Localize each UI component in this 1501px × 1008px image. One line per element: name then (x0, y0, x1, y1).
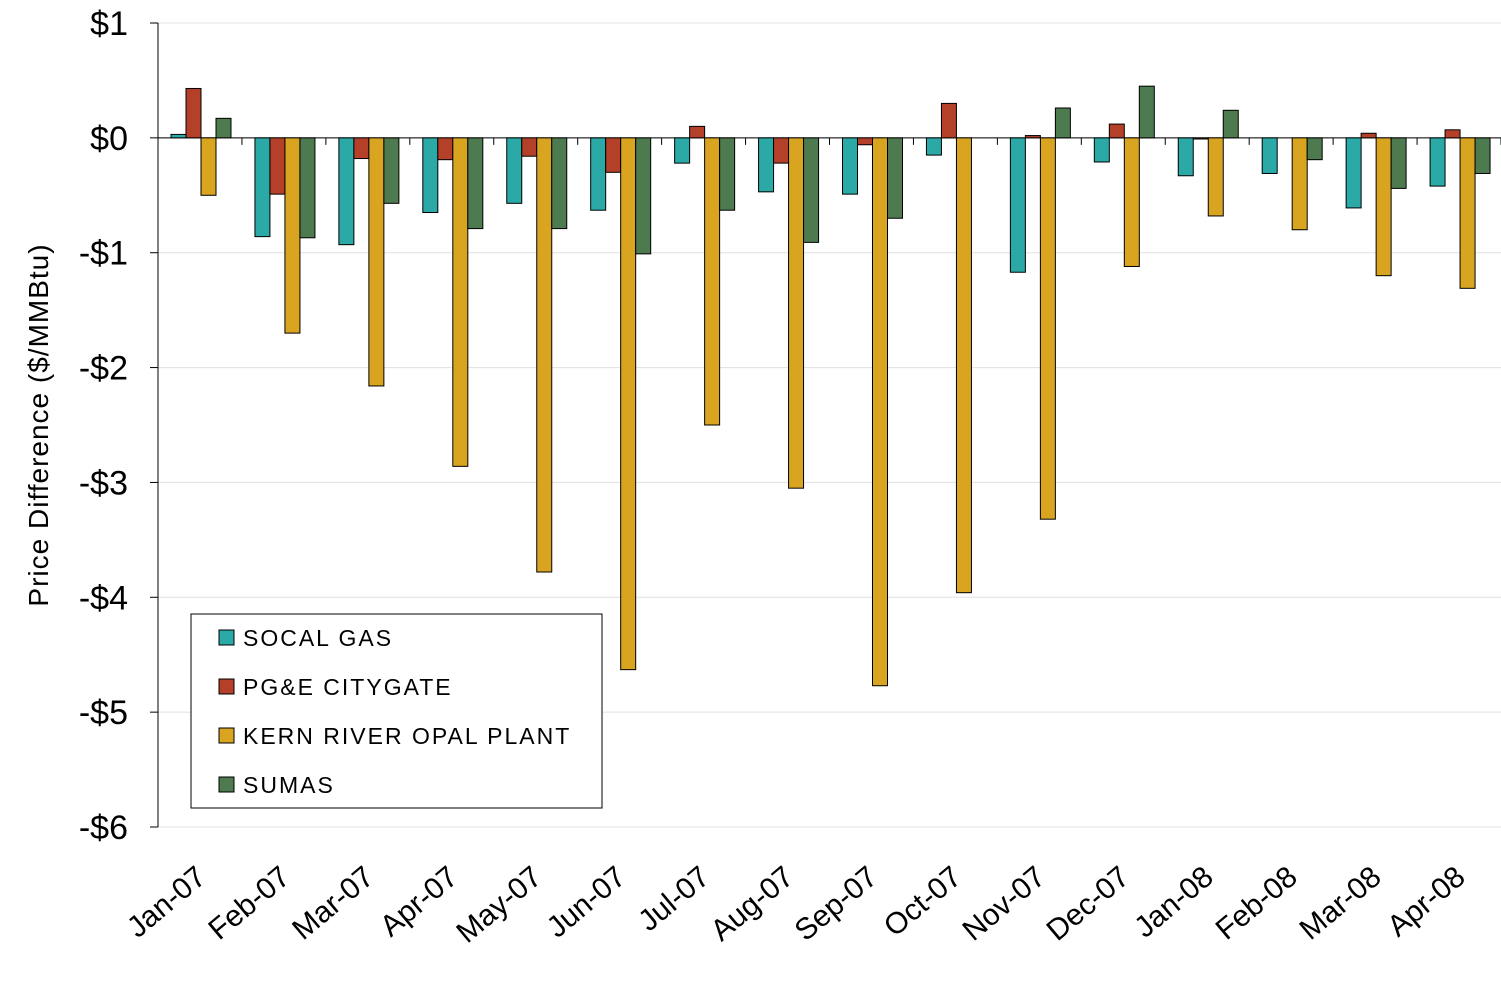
bar (842, 137, 858, 195)
x-tick-label: Mar-07 (286, 860, 380, 946)
x-tick-label: Apr-07 (374, 860, 464, 943)
y-tick-label: -$1 (79, 235, 128, 273)
bar (452, 137, 469, 467)
x-tick-label: Sep-07 (789, 860, 884, 947)
bar (1039, 137, 1056, 520)
bar (1093, 137, 1110, 163)
bar (857, 137, 873, 146)
bar (383, 137, 400, 204)
bar (1390, 137, 1407, 189)
bar (1261, 137, 1278, 174)
bar (299, 137, 316, 239)
legend-label: KERN RIVER OPAL PLANT (243, 723, 571, 749)
bar (437, 137, 454, 161)
x-tick-label: Mar-08 (1294, 860, 1388, 946)
legend-swatch (218, 629, 235, 646)
x-tick-label: May-07 (450, 860, 548, 950)
bar (1138, 85, 1155, 139)
x-tick-label: Jan-07 (121, 860, 212, 944)
y-tick-label: $0 (90, 120, 128, 158)
bar (551, 137, 568, 230)
x-tick-label: Apr-08 (1381, 860, 1471, 943)
bar (758, 137, 775, 193)
x-tick-label: Feb-08 (1210, 860, 1304, 946)
bar (1177, 137, 1194, 177)
bar (284, 137, 301, 334)
bar (1222, 109, 1239, 139)
legend-swatch (218, 727, 235, 744)
x-tick-label: Jan-08 (1128, 860, 1219, 944)
bar (254, 137, 271, 238)
bar (269, 137, 286, 195)
bar (1192, 137, 1209, 140)
bar (1108, 123, 1125, 139)
legend-swatch (218, 678, 235, 695)
x-tick-label: Oct-07 (878, 860, 968, 943)
bar (1306, 137, 1323, 161)
bar (536, 137, 553, 573)
bar (704, 137, 721, 426)
x-tick-label: Aug-07 (705, 860, 800, 947)
bar (368, 137, 385, 387)
legend-label: SUMAS (243, 772, 335, 798)
legend-box (190, 613, 603, 809)
x-tick-label: Jul-07 (632, 860, 716, 938)
bar (170, 133, 187, 139)
bar (590, 137, 607, 211)
bar (467, 137, 484, 230)
bar (1024, 135, 1041, 139)
bar (506, 137, 523, 204)
bar (1474, 137, 1491, 174)
bar (605, 137, 622, 173)
bar (185, 87, 202, 139)
bar (1459, 137, 1476, 289)
bar (940, 102, 957, 139)
bar (674, 137, 691, 164)
y-tick-label: -$5 (79, 694, 128, 732)
bar (1054, 107, 1071, 139)
bar (422, 137, 439, 214)
bar (338, 137, 355, 246)
bar (1444, 129, 1461, 139)
y-tick-label: -$4 (79, 579, 128, 617)
bar (1429, 137, 1446, 187)
bar (215, 117, 232, 139)
bar (1345, 137, 1362, 209)
bar (620, 137, 637, 671)
y-tick-label: -$6 (79, 809, 128, 847)
bar (788, 137, 805, 489)
bar (1123, 137, 1140, 267)
legend-label: SOCAL GAS (243, 625, 393, 651)
y-axis-label: Price Difference ($/MMBtu) (23, 243, 54, 606)
bar (955, 137, 972, 594)
bar (1360, 132, 1377, 139)
bar (1009, 137, 1026, 273)
bar (1207, 137, 1224, 217)
legend-label: PG&E CITYGATE (243, 674, 453, 700)
bar (1375, 137, 1392, 277)
legend-swatch (218, 776, 235, 793)
x-tick-label: Feb-07 (202, 860, 296, 946)
bar (353, 137, 370, 160)
bar (803, 137, 820, 243)
bar (925, 137, 942, 156)
bar (719, 137, 736, 211)
bar (521, 137, 538, 157)
bar (200, 137, 217, 196)
bar (635, 137, 652, 255)
bar (887, 137, 903, 219)
x-tick-label: Nov-07 (957, 860, 1052, 947)
bar (1291, 137, 1308, 231)
x-tick-label: Jun-07 (541, 860, 632, 944)
bar (689, 125, 706, 139)
y-tick-label: -$3 (79, 464, 128, 502)
y-tick-label: $1 (90, 5, 128, 43)
bar (872, 137, 888, 687)
x-tick-label: Dec-07 (1040, 860, 1135, 947)
bar (773, 137, 790, 164)
y-tick-label: -$2 (79, 350, 128, 388)
